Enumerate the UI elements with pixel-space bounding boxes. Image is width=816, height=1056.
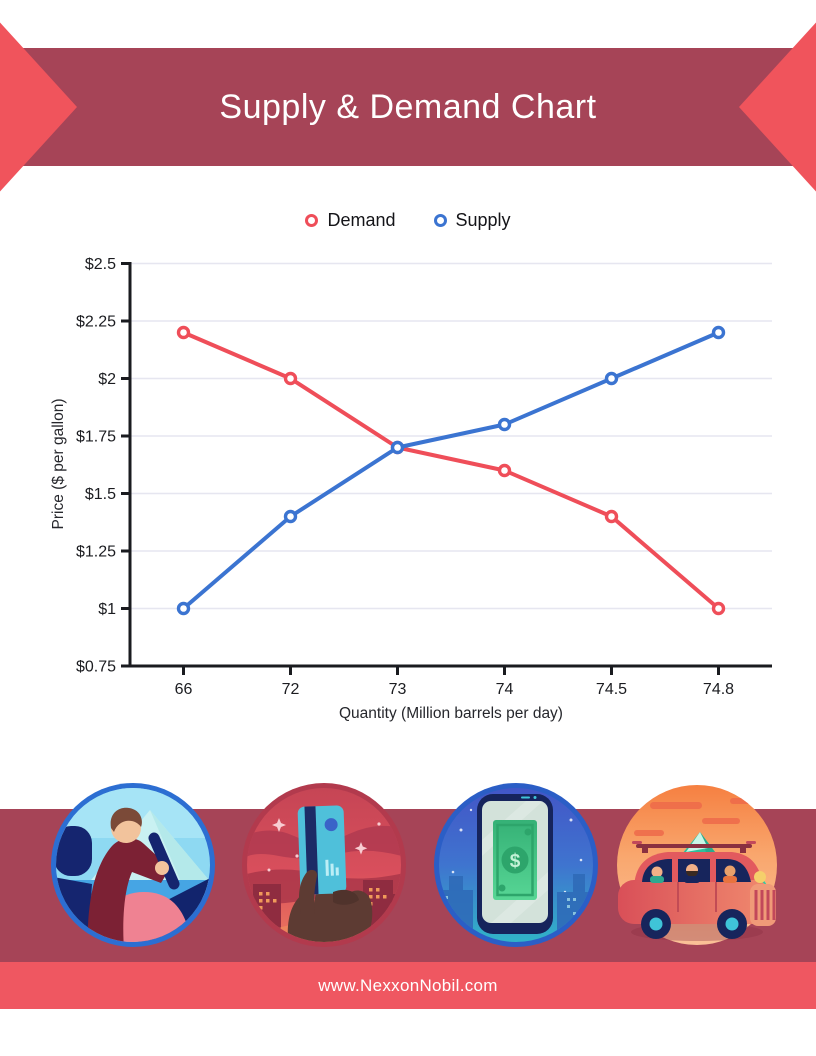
road-trip-car-icon <box>617 785 777 945</box>
svg-text:74.5: 74.5 <box>596 681 627 698</box>
legend-marker-icon <box>305 214 319 227</box>
svg-text:$1.75: $1.75 <box>76 429 116 446</box>
driving-car-icon <box>51 783 215 947</box>
page-title: Supply & Demand Chart <box>219 87 597 126</box>
illustration-money-phone: $ <box>431 780 601 950</box>
svg-text:Quantity (Million barrels per: Quantity (Million barrels per day) <box>339 705 563 722</box>
legend-label: Demand <box>327 210 396 230</box>
svg-text:$: $ <box>510 851 521 872</box>
svg-text:$2.25: $2.25 <box>76 314 116 331</box>
footer-band: www.NexxonNobil.com <box>0 962 816 1009</box>
svg-text:74.8: 74.8 <box>703 681 734 698</box>
legend-item-demand[interactable]: Demand <box>305 210 396 231</box>
legend-marker-icon <box>433 214 447 227</box>
svg-text:$2.5: $2.5 <box>85 256 116 273</box>
svg-text:$0.75: $0.75 <box>76 659 116 676</box>
chart-legend: Demand Supply <box>0 210 816 231</box>
svg-text:66: 66 <box>175 681 193 698</box>
illustration-credit-card <box>239 780 409 950</box>
ribbon-arrow-left-icon <box>0 22 77 192</box>
illustration-driving <box>48 780 218 950</box>
supply-demand-chart: $2.5 $2.25 $2 $1.75 $1.5 $1.25 $1 $0.75 66 72 73 74… <box>50 256 772 722</box>
ribbon-arrow-right-icon <box>739 22 816 192</box>
svg-text:$2: $2 <box>98 371 116 388</box>
svg-text:73: 73 <box>389 681 407 698</box>
svg-text:$1.5: $1.5 <box>85 486 116 503</box>
legend-item-supply[interactable]: Supply <box>433 210 511 231</box>
hand-credit-card-icon <box>242 783 406 947</box>
footer-link[interactable]: www.NexxonNobil.com <box>318 975 498 995</box>
svg-text:Price ($ per gallon): Price ($ per gallon) <box>50 399 67 530</box>
svg-text:72: 72 <box>282 681 300 698</box>
money-smartphone-icon: $ <box>434 783 598 947</box>
title-banner: Supply & Demand Chart <box>0 48 816 166</box>
svg-text:$1: $1 <box>98 601 116 618</box>
ribbon-arrows <box>0 22 816 192</box>
svg-text:74: 74 <box>496 681 514 698</box>
illustration-road-trip <box>612 780 782 950</box>
legend-label: Supply <box>455 210 511 230</box>
svg-text:$1.25: $1.25 <box>76 544 116 561</box>
